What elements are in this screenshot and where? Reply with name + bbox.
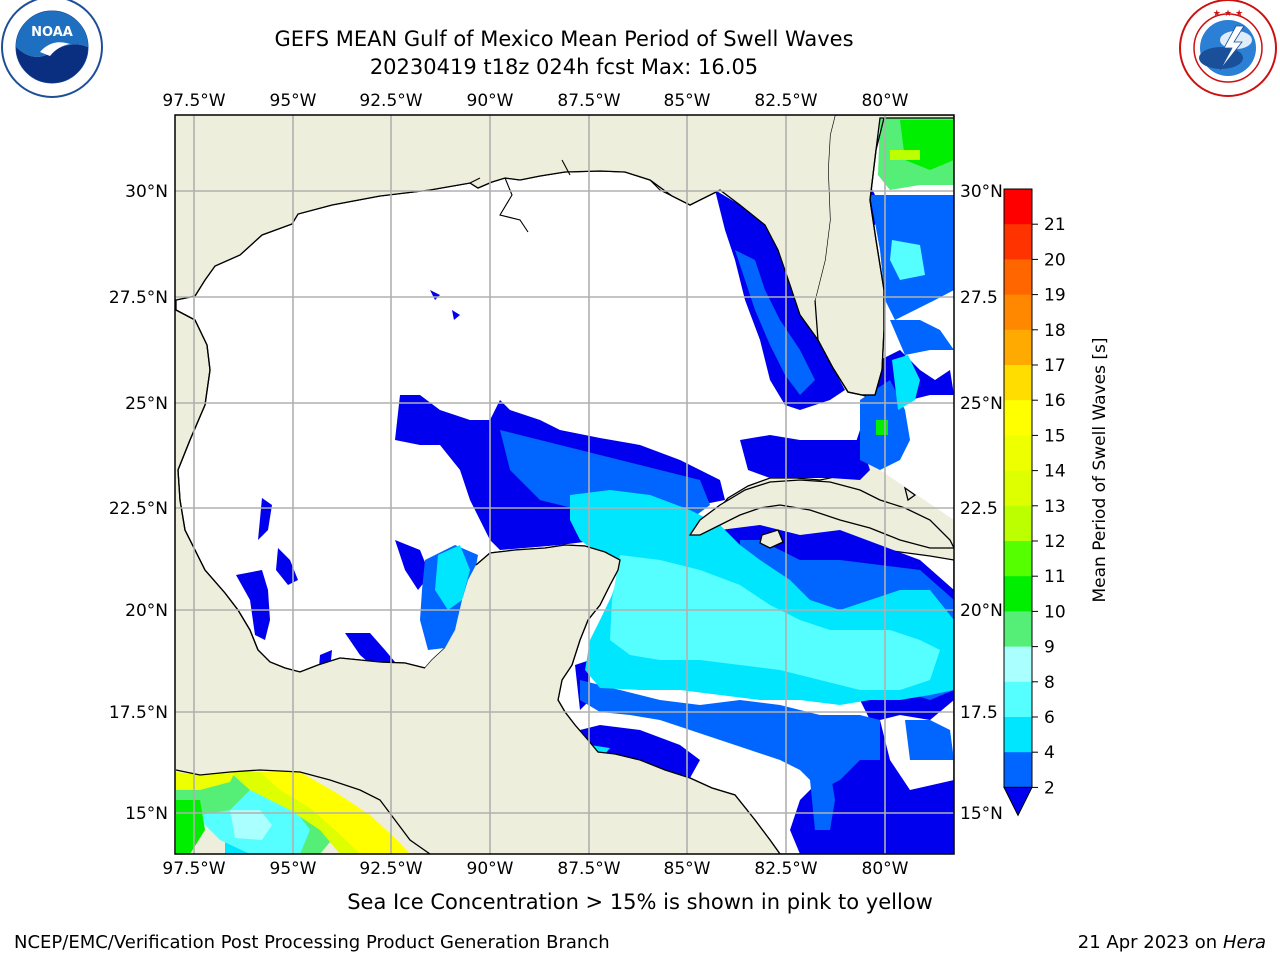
colorbar-tick-label: 2 xyxy=(1044,778,1055,798)
lon-tick-label: 95°W xyxy=(270,91,317,111)
colorbar-tick-label: 21 xyxy=(1044,215,1066,235)
lon-tick-label: 97.5°W xyxy=(162,859,225,879)
colorbar-swatch xyxy=(1004,435,1032,472)
colorbar-tick-label: 13 xyxy=(1044,497,1066,517)
colorbar-swatch xyxy=(1004,470,1032,507)
lon-tick-label: 90°W xyxy=(467,91,514,111)
lon-tick-label: 97.5°W xyxy=(162,91,225,111)
lon-labels-top: 97.5°W 95°W 92.5°W 90°W 87.5°W 85°W 82.5… xyxy=(162,91,908,111)
svg-text:★ ★ ★: ★ ★ ★ xyxy=(1213,9,1243,19)
lon-tick-label: 82.5°W xyxy=(754,859,817,879)
lon-tick-label: 82.5°W xyxy=(754,91,817,111)
colorbar-tick-label: 15 xyxy=(1044,426,1066,446)
lon-tick-label: 92.5°W xyxy=(359,859,422,879)
land-masses xyxy=(175,115,954,854)
colorbar-swatch xyxy=(1004,224,1032,260)
colorbar-tick-label: 8 xyxy=(1044,673,1055,693)
lat-tick-label: 25°N xyxy=(125,394,168,414)
colorbar-tick-label: 11 xyxy=(1044,567,1066,587)
colorbar-tick-label: 20 xyxy=(1044,250,1066,270)
lat-tick-label: 30°N xyxy=(125,182,168,202)
nws-logo: ★ ★ ★ xyxy=(1179,0,1277,97)
colorbar-tick-label: 10 xyxy=(1044,602,1066,622)
noaa-logo-text: NOAA xyxy=(31,25,73,40)
colorbar-tick-label: 18 xyxy=(1044,321,1066,341)
colorbar-tick-label: 12 xyxy=(1044,532,1066,552)
colorbar-swatch xyxy=(1004,646,1032,683)
colorbar-tick-label: 19 xyxy=(1044,286,1066,306)
lon-labels-bottom: 97.5°W 95°W 92.5°W 90°W 87.5°W 85°W 82.5… xyxy=(162,859,908,879)
lat-tick-label: 22.5 xyxy=(960,499,998,519)
colorbar-swatch xyxy=(1004,505,1032,542)
colorbar-tick-label: 4 xyxy=(1044,743,1055,763)
graticule xyxy=(175,115,954,854)
colorbar-tick-label: 16 xyxy=(1044,391,1066,411)
lon-tick-label: 90°W xyxy=(467,859,514,879)
lat-tick-label: 17.5°N xyxy=(109,703,168,723)
colorbar-swatch xyxy=(1004,329,1032,366)
lat-tick-label: 15°N xyxy=(125,804,168,824)
lon-tick-label: 95°W xyxy=(270,859,317,879)
colorbar-swatch xyxy=(1004,752,1032,788)
lon-tick-label: 80°W xyxy=(862,91,909,111)
lon-tick-label: 92.5°W xyxy=(359,91,422,111)
colorbar-swatch xyxy=(1004,541,1032,577)
lat-tick-label: 22.5°N xyxy=(109,499,168,519)
lat-tick-label: 27.5 xyxy=(960,288,998,308)
colorbar-label: Mean Period of Swell Waves [s] xyxy=(1090,338,1110,603)
lon-tick-label: 87.5°W xyxy=(557,91,620,111)
colorbar-under-arrow xyxy=(1003,786,1033,817)
colorbar-tick-label: 17 xyxy=(1044,356,1066,376)
date-line: 21 Apr 2023 on Hera xyxy=(1078,932,1266,953)
lat-tick-label: 20°N xyxy=(125,601,168,621)
colorbar-swatch xyxy=(1004,294,1032,331)
us-land xyxy=(176,115,835,315)
lat-labels-left: 30°N 27.5°N 25°N 22.5°N 20°N 17.5°N 15°N xyxy=(109,182,168,824)
colorbar-tick-label: 9 xyxy=(1044,638,1055,658)
map-frame xyxy=(174,114,955,855)
colorbar-swatch xyxy=(1004,681,1032,718)
noaa-logo: NOAA xyxy=(1,0,103,98)
colorbar: 2 4 6 8 9 10 11 12 13 14 15 16 17 18 19 20 21 xyxy=(1003,188,1066,817)
credit-line: NCEP/EMC/Verification Post Processing Pr… xyxy=(14,932,610,953)
lat-tick-label: 27.5°N xyxy=(109,288,168,308)
colorbar-swatch xyxy=(1004,400,1032,436)
lon-tick-label: 85°W xyxy=(664,859,711,879)
colorbar-swatch xyxy=(1004,611,1032,648)
host-name: Hera xyxy=(1222,932,1266,953)
lat-tick-label: 15°N xyxy=(960,804,1003,824)
lat-tick-label: 17.5 xyxy=(960,703,998,723)
colorbar-tick-label: 14 xyxy=(1044,462,1066,482)
lon-tick-label: 87.5°W xyxy=(557,859,620,879)
colorbar-swatch xyxy=(1004,576,1032,612)
lat-tick-label: 25°N xyxy=(960,394,1003,414)
map-subtitle: 20230419 t18z 024h fcst Max: 16.05 xyxy=(369,55,759,79)
lon-tick-label: 85°W xyxy=(664,91,711,111)
colorbar-swatch xyxy=(1004,259,1032,296)
lat-labels-right: 30°N 27.5 25°N 22.5 20°N 17.5 15°N xyxy=(960,182,1003,824)
colorbar-swatch xyxy=(1004,189,1032,225)
colorbar-tick-label: 6 xyxy=(1044,708,1055,728)
lon-tick-label: 80°W xyxy=(862,859,909,879)
lat-tick-label: 30°N xyxy=(960,182,1003,202)
sea-ice-note: Sea Ice Concentration > 15% is shown in … xyxy=(347,890,933,914)
lat-tick-label: 20°N xyxy=(960,601,1003,621)
run-date: 21 Apr 2023 on xyxy=(1077,932,1218,953)
map-title: GEFS MEAN Gulf of Mexico Mean Period of … xyxy=(274,27,854,51)
colorbar-swatch xyxy=(1004,717,1032,753)
colorbar-swatch xyxy=(1004,365,1032,401)
